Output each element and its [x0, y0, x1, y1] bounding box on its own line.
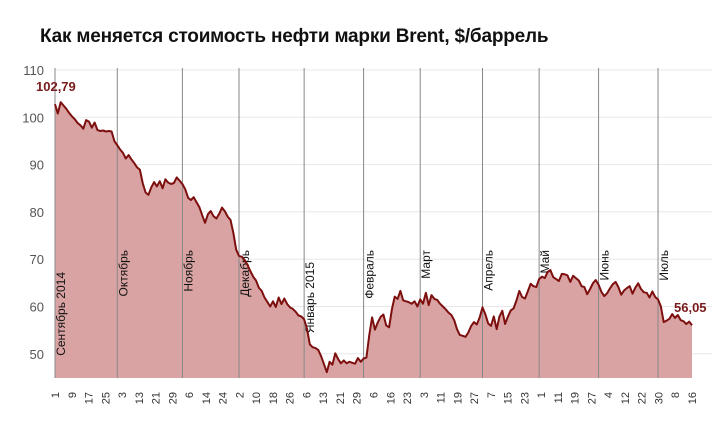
month-label: Сентябрь 2014: [54, 272, 68, 356]
x-tick-label: 19: [452, 392, 464, 404]
month-label: Май: [538, 250, 552, 274]
month-label: Январь 2015: [303, 262, 317, 333]
x-tick-label: 7: [486, 392, 498, 398]
x-tick-label: 27: [586, 392, 598, 404]
y-tick-label: 50: [30, 347, 44, 362]
x-tick-label: 27: [469, 392, 481, 404]
y-tick-label: 110: [23, 63, 44, 78]
month-label: Декабрь: [238, 250, 252, 297]
x-tick-label: 13: [318, 392, 330, 404]
x-tick-label: 10: [251, 392, 263, 404]
x-tick-label: 21: [151, 392, 163, 404]
x-tick-label: 26: [285, 392, 297, 404]
x-tick-label: 15: [503, 392, 515, 404]
month-label: Июль: [657, 250, 671, 281]
x-tick-label: 2: [234, 392, 246, 398]
x-tick-label: 11: [553, 392, 565, 403]
month-label: Февраль: [363, 250, 377, 299]
y-tick-label: 60: [30, 300, 44, 315]
month-label: Октябрь: [116, 250, 130, 297]
x-tick-label: 17: [84, 392, 96, 404]
chart-title: Как меняется стоимость нефти марки Brent…: [40, 26, 549, 47]
month-label: Июнь: [598, 250, 612, 281]
month-dividers: Сентябрь 2014 Октябрь Ноябрь Декабрь Январь …: [54, 68, 671, 378]
x-tick-label: 6: [369, 392, 381, 398]
x-tick-label: 24: [218, 392, 230, 404]
x-tick-label: 1: [50, 392, 62, 398]
x-tick-label: 13: [134, 392, 146, 404]
x-tick-label: 9: [67, 392, 79, 398]
x-tick-label: 4: [603, 392, 615, 398]
x-tick-label: 29: [167, 392, 179, 404]
x-tick-label: 29: [352, 392, 364, 404]
x-tick-label: 21: [335, 392, 347, 404]
x-tick-label: 23: [402, 392, 414, 404]
x-tick-label: 30: [653, 392, 665, 404]
y-tick-label: 80: [30, 205, 44, 220]
x-tick-label: 8: [670, 392, 682, 398]
month-label: Март: [419, 250, 433, 279]
x-tick-label: 16: [385, 392, 397, 404]
x-tick-label: 16: [687, 392, 699, 404]
month-label: Ноябрь: [181, 250, 195, 292]
x-tick-label: 1: [536, 392, 548, 398]
x-tick-label: 19: [570, 392, 582, 404]
month-label: Апрель: [481, 250, 495, 291]
x-tick-label: 11: [436, 392, 448, 403]
x-tick-label: 6: [184, 392, 196, 398]
x-tick-label: 23: [519, 392, 531, 404]
x-tick-label: 3: [117, 392, 129, 398]
end-value-label: 56,05: [674, 300, 707, 315]
x-axis-day-ticks: 1 9 17 25 3 13 21 29 6 14 24 2 10 18 26 6 13 21 29 6 16 23 3 11…: [50, 392, 699, 404]
y-tick-label: 100: [22, 110, 44, 125]
price-area-fill: [55, 102, 692, 378]
x-tick-label: 14: [201, 392, 213, 404]
x-tick-label: 3: [419, 392, 431, 398]
x-tick-label: 18: [268, 392, 280, 404]
y-tick-label: 90: [30, 158, 44, 173]
y-tick-label: 70: [30, 252, 44, 267]
x-tick-label: 25: [100, 392, 112, 404]
y-axis-ticks: 50 60 70 80 90 100 110: [22, 63, 44, 362]
x-tick-label: 6: [301, 392, 313, 398]
x-tick-label: 12: [620, 392, 632, 404]
price-line: [54, 101, 693, 374]
start-value-label: 102,79: [36, 79, 76, 94]
x-tick-label: 22: [637, 392, 649, 404]
